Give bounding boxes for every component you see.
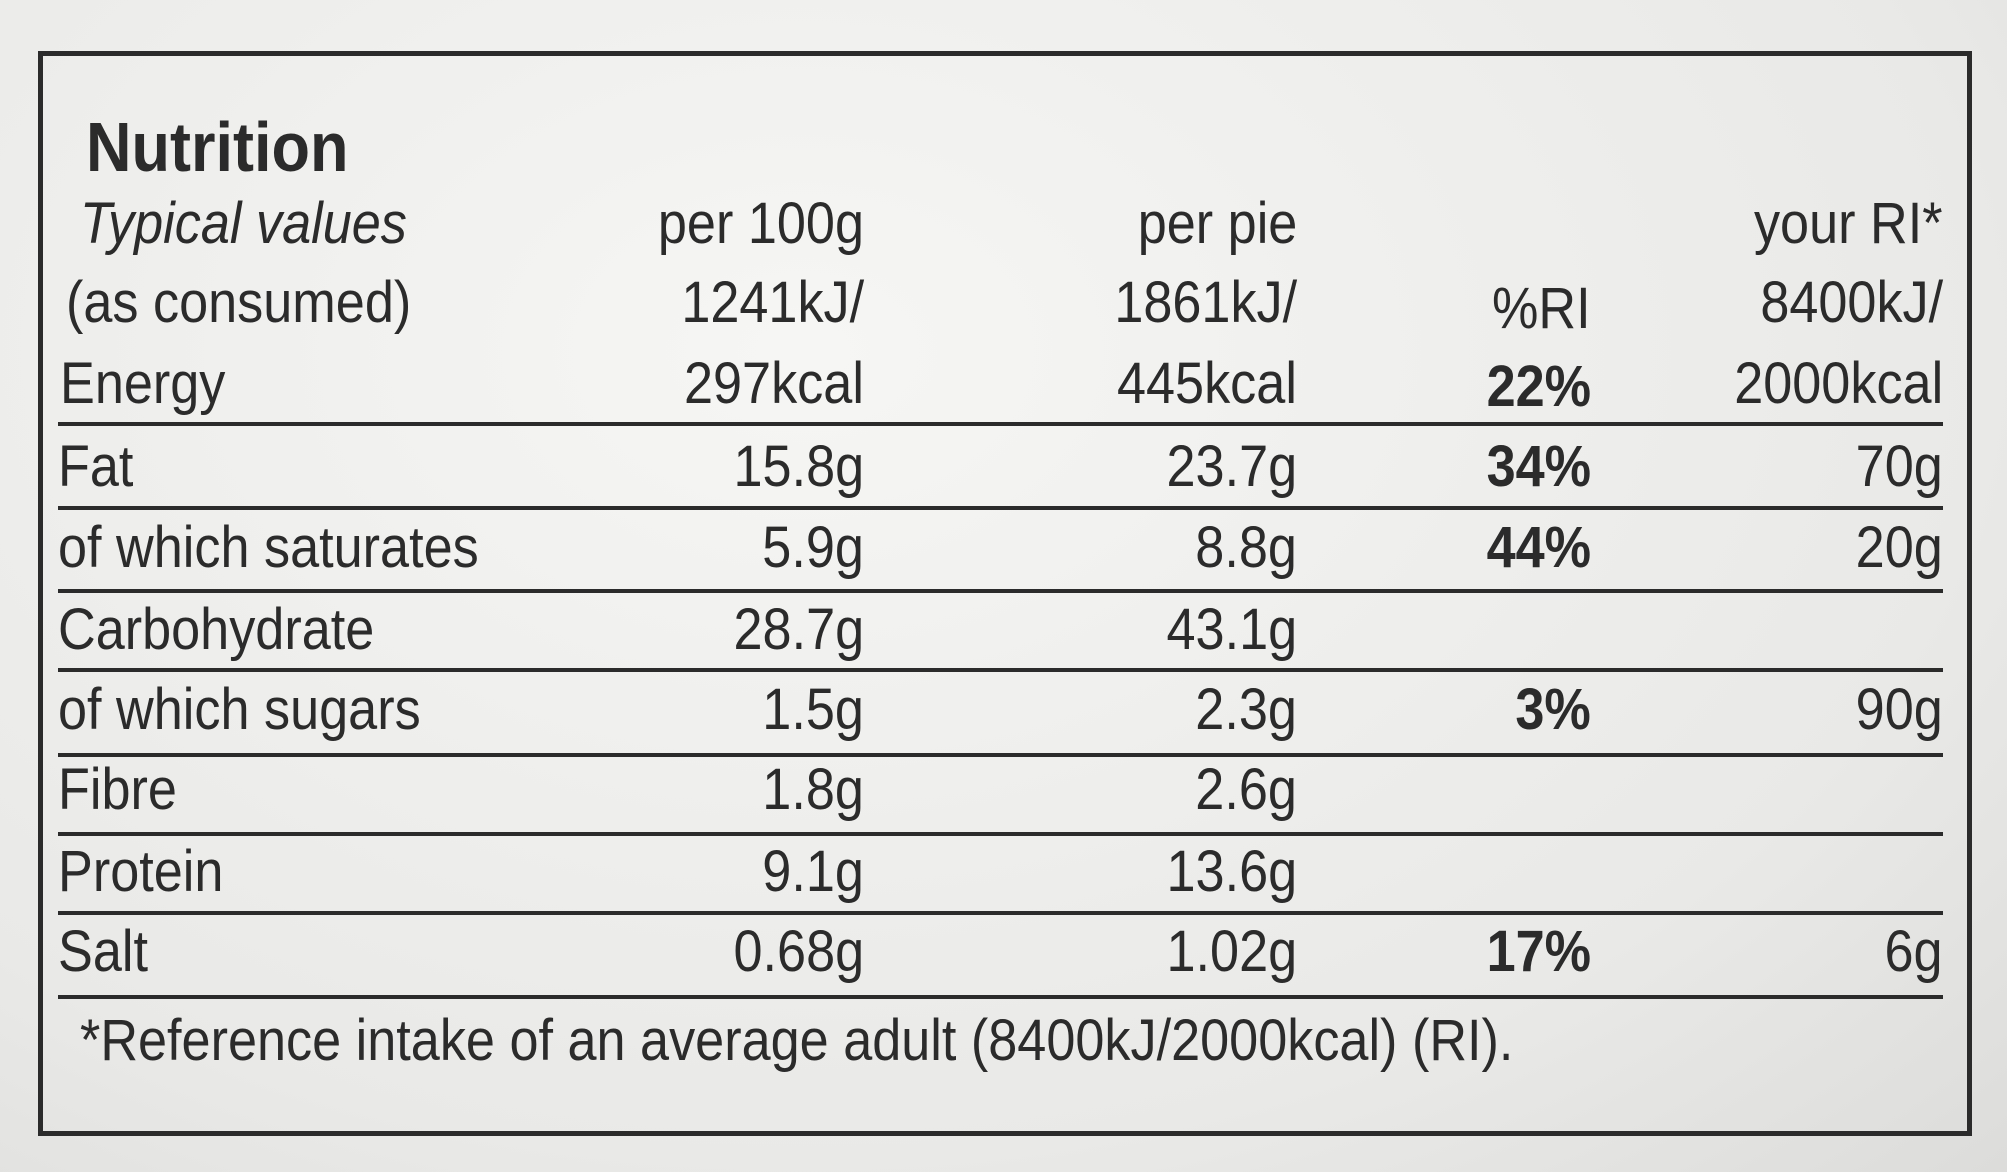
row-label: Energy (60, 351, 226, 416)
row-label: Salt (58, 919, 148, 984)
row-rule (58, 995, 1943, 999)
column-header: per pie (1137, 191, 1297, 256)
cell: 2.6g (1195, 757, 1297, 822)
row-label: Fibre (58, 757, 177, 822)
cell: 6g (1884, 919, 1943, 984)
cell: 297kcal (684, 351, 864, 416)
cell: 9.1g (762, 839, 864, 904)
cell: 34% (1486, 434, 1591, 499)
row-rule (58, 832, 1943, 836)
row-rule (58, 589, 1943, 593)
cell: 8.8g (1195, 515, 1297, 580)
cell: 2000kcal (1734, 351, 1943, 416)
cell: 28.7g (733, 597, 864, 662)
cell: 445kcal (1117, 351, 1297, 416)
cell: 1.02g (1166, 919, 1297, 984)
cell: 20g (1855, 515, 1943, 580)
row-rule (58, 668, 1943, 672)
cell: 5.9g (762, 515, 864, 580)
cell: 2.3g (1195, 677, 1297, 742)
cell: 23.7g (1166, 434, 1297, 499)
row-rule (58, 506, 1943, 510)
header-label: (as consumed) (66, 270, 412, 335)
cell: 90g (1855, 677, 1943, 742)
cell: 13.6g (1166, 839, 1297, 904)
row-label: Protein (58, 839, 224, 904)
footnote: *Reference intake of an average adult (8… (80, 1008, 1514, 1073)
cell: 43.1g (1166, 597, 1297, 662)
label-border (38, 51, 1972, 1136)
row-rule (58, 753, 1943, 757)
column-header: %RI (1492, 276, 1591, 341)
row-rule (58, 422, 1943, 426)
row-label: of which saturates (58, 515, 479, 580)
row-label: Carbohydrate (58, 597, 375, 662)
cell: 15.8g (733, 434, 864, 499)
cell: 1.8g (762, 757, 864, 822)
cell: 70g (1855, 434, 1943, 499)
column-header: your RI* (1754, 191, 1943, 256)
cell: 1241kJ/ (681, 270, 864, 335)
cell: 1.5g (762, 677, 864, 742)
cell: 17% (1486, 919, 1591, 984)
row-rule (58, 911, 1943, 915)
title: Nutrition (86, 108, 349, 186)
cell: 3% (1515, 677, 1591, 742)
row-label: Fat (58, 434, 134, 499)
cell: 22% (1486, 354, 1591, 419)
cell: 1861kJ/ (1114, 270, 1297, 335)
cell: 0.68g (733, 919, 864, 984)
column-header: per 100g (657, 191, 864, 256)
row-label: of which sugars (58, 677, 421, 742)
cell: 44% (1486, 515, 1591, 580)
cell: 8400kJ/ (1760, 270, 1943, 335)
header-label: Typical values (80, 191, 407, 256)
